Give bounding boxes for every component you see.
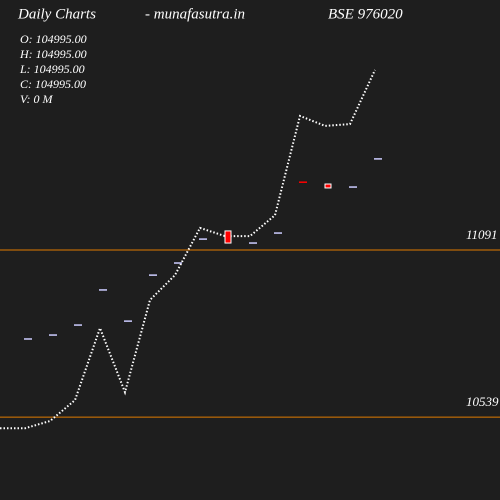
candle xyxy=(274,232,282,234)
site-name: - munafasutra.in xyxy=(145,6,245,22)
candle xyxy=(149,274,157,276)
candle xyxy=(299,181,307,183)
candle xyxy=(49,334,57,336)
candle xyxy=(224,230,232,244)
line-series xyxy=(0,69,376,430)
ohlc-text: H: 104995.00 xyxy=(19,47,87,61)
candle xyxy=(374,158,382,160)
ohlc-text: L: 104995.00 xyxy=(19,62,85,76)
candle xyxy=(174,262,182,264)
level-label: 11091 xyxy=(466,227,498,242)
candle xyxy=(99,289,107,291)
candle xyxy=(249,242,257,244)
candle xyxy=(24,338,32,340)
candle xyxy=(124,320,132,322)
level-label: 10539 xyxy=(466,394,499,409)
candle xyxy=(74,324,82,326)
candle xyxy=(199,238,207,240)
candle xyxy=(324,183,332,189)
symbol: BSE 976020 xyxy=(328,6,403,22)
chart-title: Daily Charts xyxy=(17,6,96,22)
candle xyxy=(349,186,357,188)
ohlc-text: O: 104995.00 xyxy=(20,32,87,46)
ohlc-text: V: 0 M xyxy=(20,92,54,106)
ohlc-text: C: 104995.00 xyxy=(20,77,86,91)
